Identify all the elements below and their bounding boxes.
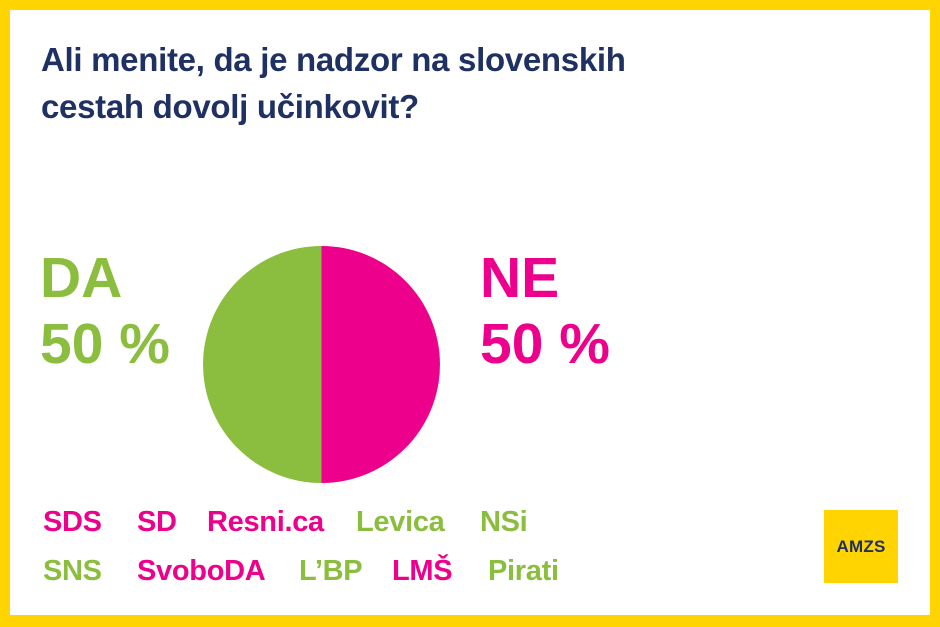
pie-slice-yes	[203, 246, 322, 483]
answer-no: NE 50 %	[480, 245, 610, 377]
party-resnica: Resni.ca	[207, 506, 324, 538]
question-title-line-2: cestah dovolj učinkovit?	[41, 88, 419, 125]
party-nsi: NSi	[480, 506, 528, 538]
party-lms: LMŠ	[392, 555, 453, 587]
pie-chart	[203, 246, 440, 483]
question-title-line-1: Ali menite, da je nadzor na slovenskih	[41, 41, 626, 78]
party-sns: SNS	[43, 555, 102, 587]
pie-slice-no	[321, 246, 440, 483]
question-title: Ali menite, da je nadzor na slovenskih c…	[41, 36, 801, 130]
party-sds: SDS	[43, 506, 102, 538]
party-pirati: Pirati	[488, 555, 559, 587]
answer-no-percent: 50 %	[480, 312, 610, 376]
answer-yes-percent: 50 %	[40, 312, 170, 376]
answer-yes-label: DA	[40, 246, 123, 310]
party-svoboda: SvoboDA	[137, 555, 266, 587]
party-sd: SD	[137, 506, 177, 538]
amzs-logo: AMZS	[824, 510, 898, 583]
infographic-card	[10, 10, 930, 615]
answer-yes: DA 50 %	[40, 245, 170, 377]
party-lbp: L’BP	[299, 555, 363, 587]
amzs-logo-text: AMZS	[836, 536, 886, 556]
party-levica: Levica	[356, 506, 445, 538]
answer-no-label: NE	[480, 246, 560, 310]
